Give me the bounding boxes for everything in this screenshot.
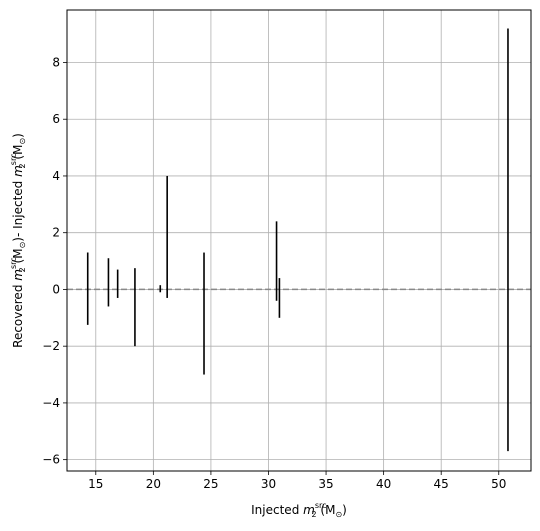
x-tick-label: 20 <box>146 477 161 491</box>
y-axis-label: Recovered msrc2 (M⊙)- Injected msrc2 (M⊙… <box>9 133 27 348</box>
x-tick-label: 40 <box>376 477 391 491</box>
y-tick-label: 2 <box>52 226 60 240</box>
x-tick-label: 30 <box>261 477 276 491</box>
y-tick-label: −2 <box>42 339 60 353</box>
x-axis-label: Injected msrc 2 (M⊙) <box>251 501 347 519</box>
grid <box>67 10 531 471</box>
error-bars <box>86 28 509 452</box>
y-tick-label: 4 <box>52 169 60 183</box>
x-tick-label: 15 <box>88 477 103 491</box>
x-tick-label: 45 <box>434 477 449 491</box>
plot-frame <box>66 9 532 472</box>
x-tick-label: 35 <box>318 477 333 491</box>
y-tick-label: 8 <box>52 55 60 69</box>
axis-ticks: 15 20 25 30 35 40 45 50 −6 −4 −2 0 2 4 6 8 <box>42 55 506 491</box>
x-tick-label: 50 <box>491 477 506 491</box>
y-tick-label: −6 <box>42 453 60 467</box>
y-tick-label: −4 <box>42 396 60 410</box>
y-tick-label: 6 <box>52 112 60 126</box>
x-tick-label: 25 <box>203 477 218 491</box>
y-tick-label: 0 <box>52 282 60 296</box>
